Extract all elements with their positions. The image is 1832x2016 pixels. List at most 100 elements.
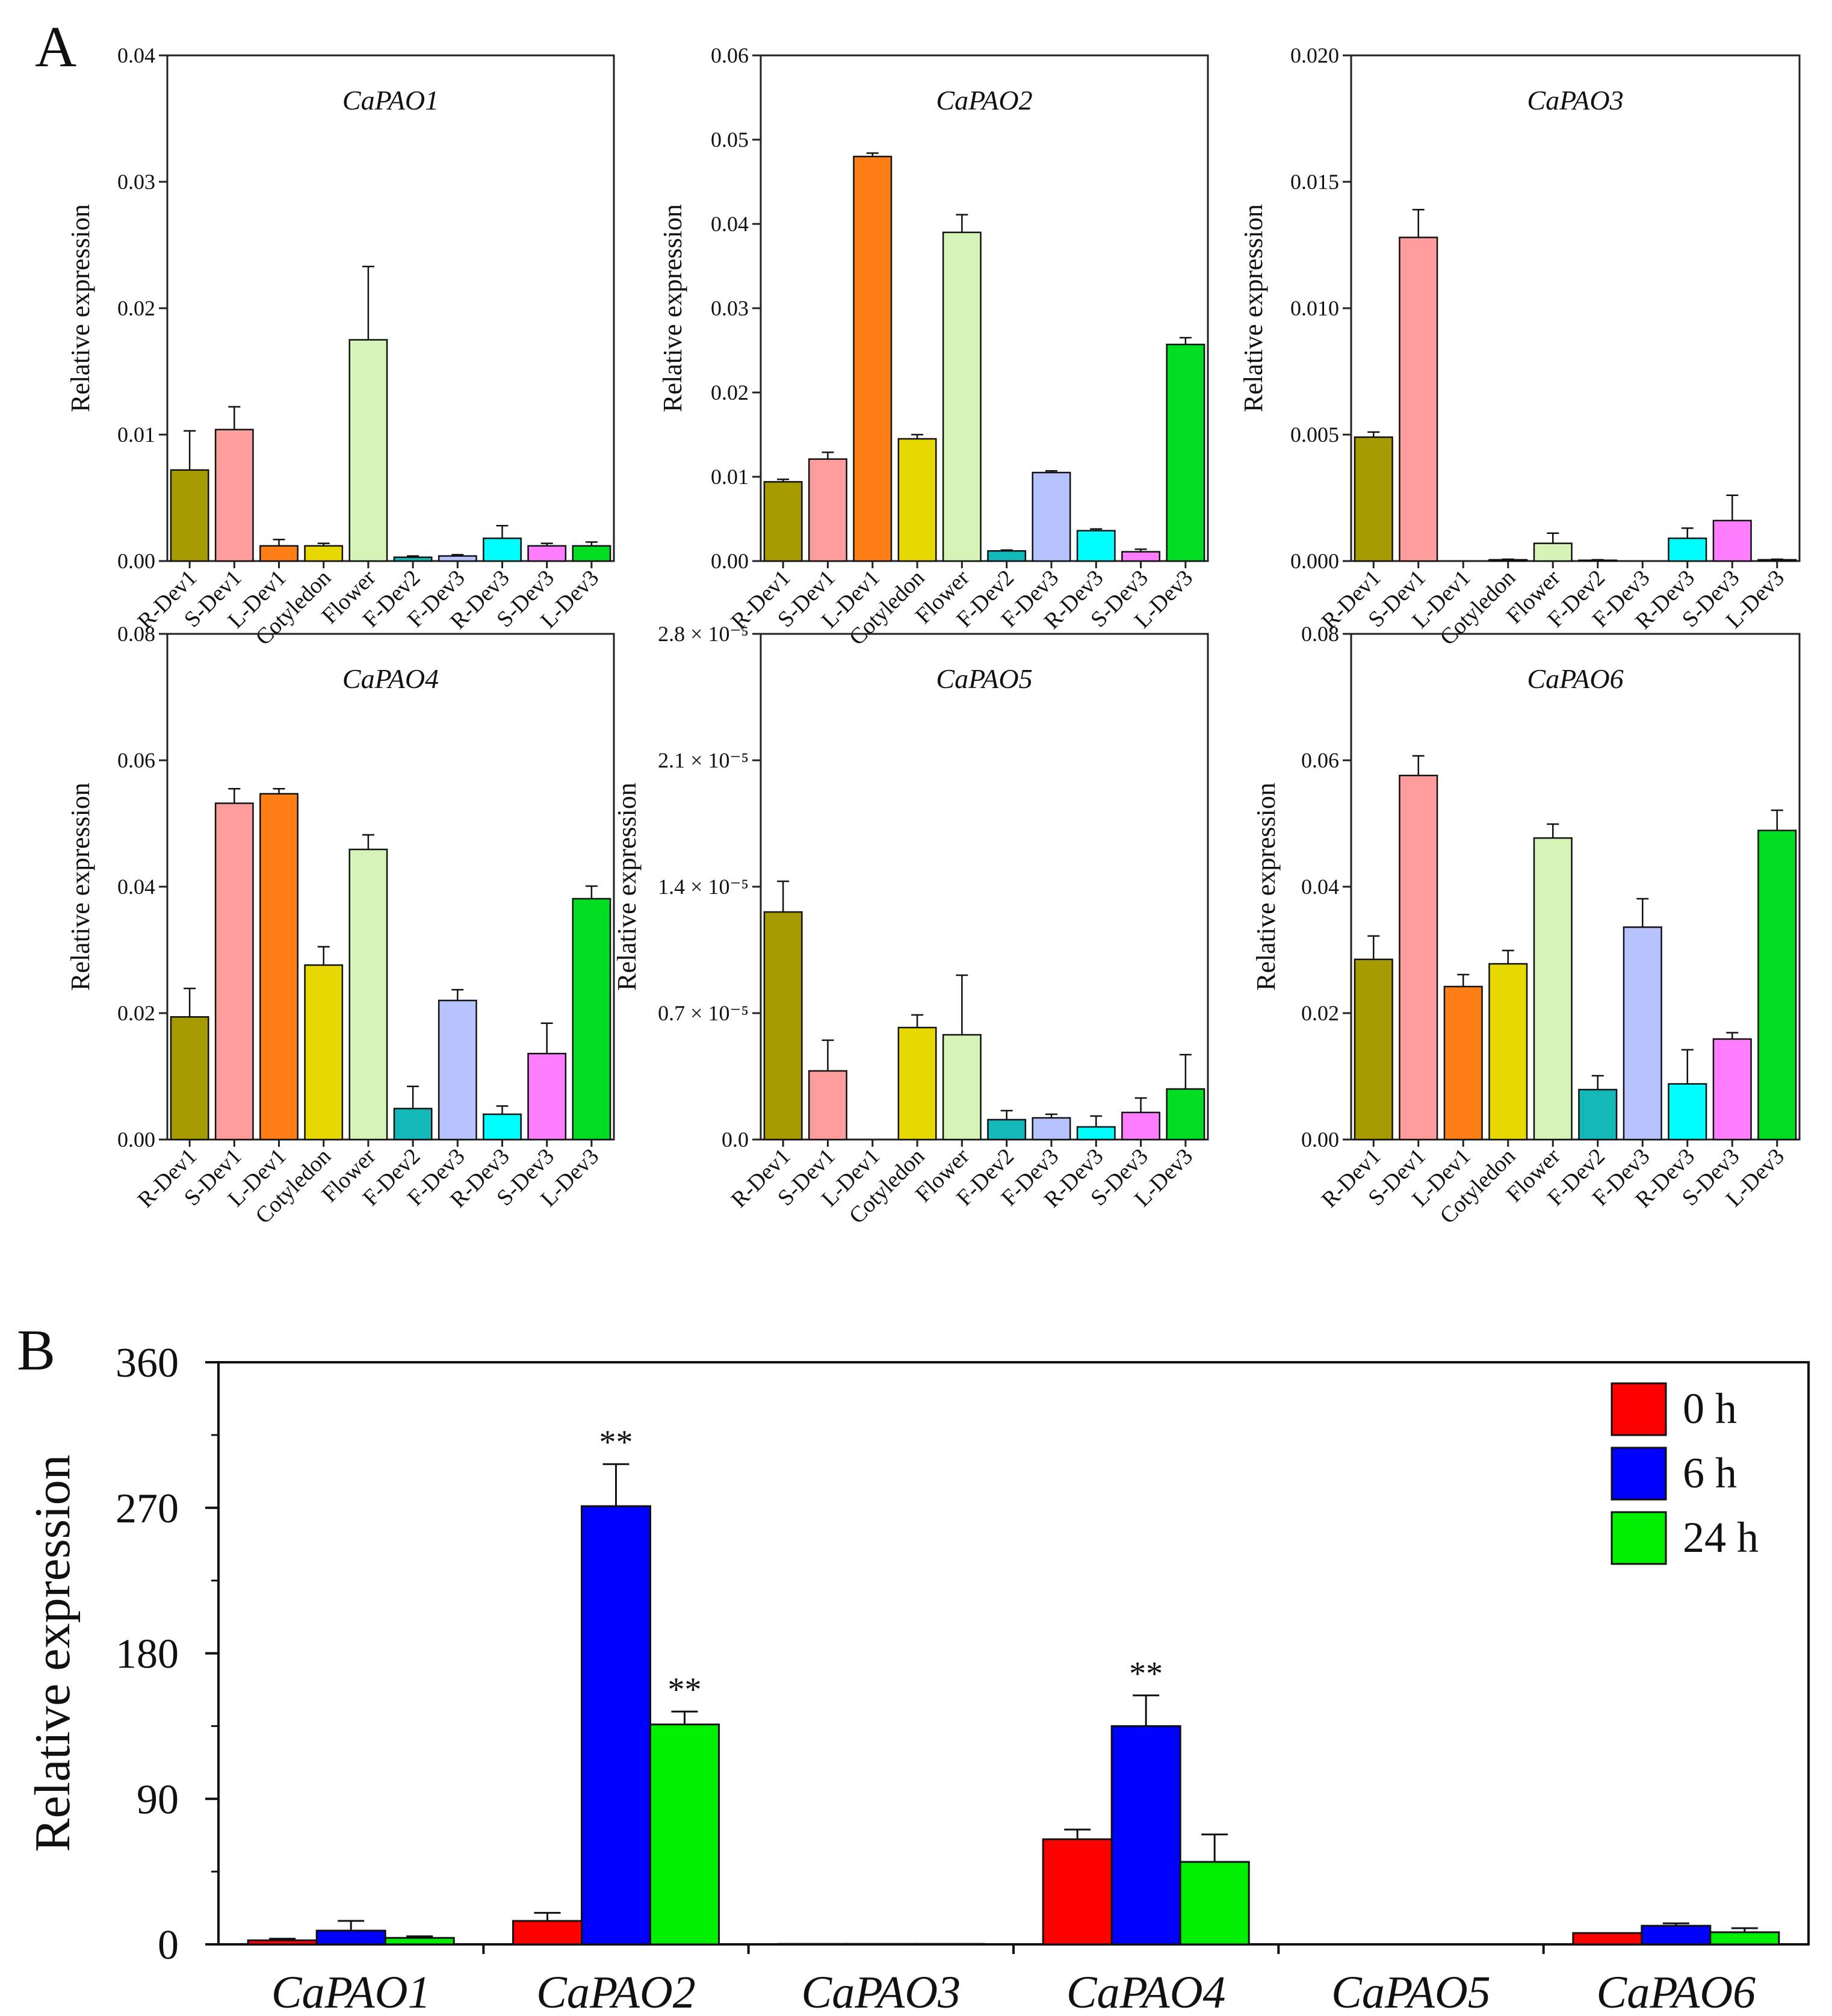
y-axis-label: Relative expression — [658, 204, 687, 412]
y-axis-label: Relative expression — [66, 783, 95, 991]
bar-S-Dev1 — [215, 430, 253, 561]
bar-F-Dev3 — [1624, 927, 1662, 1140]
bar-S-Dev1 — [809, 459, 846, 561]
y-tick-label: 0.005 — [1290, 423, 1339, 447]
y-tick-label: 360 — [116, 1340, 179, 1386]
y-tick-label: 0.06 — [117, 748, 155, 772]
y-tick-label: 0.015 — [1290, 170, 1339, 194]
bar-F-Dev3 — [1033, 473, 1070, 561]
bar-R-Dev1 — [171, 1017, 208, 1140]
legend-swatch — [1612, 1448, 1666, 1500]
y-axis-label: Relative expression — [66, 204, 95, 412]
y-tick-label: 0.06 — [1301, 748, 1339, 772]
bar-F-Dev3 — [1033, 1118, 1070, 1140]
y-tick-label: 0.0 — [722, 1127, 749, 1152]
y-tick-label: 0.08 — [1301, 622, 1339, 646]
bar-CaPAO1-0 h — [248, 1940, 317, 1944]
y-tick-label: 0.08 — [117, 622, 155, 646]
x-tick-label: CaPAO4 — [1066, 1967, 1226, 2013]
y-tick-label: 2.8 × 10⁻⁵ — [658, 622, 749, 646]
bar-CaPAO4-6 h — [1112, 1726, 1180, 1944]
panel-label-b: B — [17, 1318, 55, 1382]
bar-Cotyledon — [305, 546, 342, 561]
bar-R-Dev3 — [483, 1114, 521, 1140]
y-tick-label: 1.4 × 10⁻⁵ — [658, 875, 749, 899]
y-tick-label: 0.06 — [711, 43, 749, 67]
bar-S-Dev3 — [1122, 552, 1159, 561]
x-tick-label: CaPAO5 — [1331, 1967, 1491, 2013]
y-tick-label: 270 — [116, 1486, 179, 1532]
significance-marker: ** — [1129, 1655, 1163, 1692]
bar-R-Dev3 — [1668, 1084, 1706, 1140]
bar-S-Dev1 — [215, 803, 253, 1140]
bar-CaPAO2-0 h — [513, 1921, 582, 1944]
chart-title: CaPAO4 — [342, 663, 439, 694]
bar-CaPAO6-0 h — [1573, 1933, 1642, 1944]
bar-Flower — [943, 232, 980, 561]
bar-R-Dev1 — [764, 482, 802, 561]
y-tick-label: 0 — [158, 1922, 179, 1968]
chart-title: CaPAO5 — [936, 663, 1032, 694]
bar-S-Dev1 — [809, 1071, 846, 1140]
x-tick-label: CaPAO3 — [802, 1967, 961, 2013]
y-tick-label: 0.02 — [1301, 1001, 1339, 1025]
bar-CaPAO2-24 h — [651, 1725, 719, 1944]
y-tick-label: 0.000 — [1290, 549, 1339, 573]
y-axis-label: Relative expression — [25, 1454, 81, 1852]
bar-R-Dev1 — [1355, 437, 1393, 561]
bar-L-Dev3 — [573, 546, 610, 561]
bar-L-Dev1 — [260, 794, 297, 1140]
tissue-chart-CaPAO3: 0.0000.0050.0100.0150.020R-Dev1S-Dev1L-D… — [1239, 43, 1800, 650]
bar-L-Dev1 — [1444, 987, 1482, 1140]
bar-S-Dev3 — [1713, 521, 1751, 561]
legend-label: 24 h — [1683, 1513, 1759, 1562]
bar-F-Dev2 — [1579, 1090, 1617, 1140]
bar-CaPAO6-6 h — [1642, 1926, 1710, 1944]
bar-Cotyledon — [899, 439, 936, 561]
bar-S-Dev3 — [1122, 1112, 1159, 1140]
bar-Flower — [1534, 838, 1572, 1140]
bar-F-Dev2 — [988, 1120, 1025, 1140]
bar-F-Dev3 — [439, 1000, 476, 1140]
bar-S-Dev1 — [1399, 775, 1437, 1140]
bar-Cotyledon — [305, 965, 342, 1140]
x-tick-label: CaPAO1 — [271, 1967, 431, 2013]
chart-title: CaPAO1 — [342, 85, 439, 116]
y-tick-label: 0.00 — [117, 1127, 155, 1152]
chart-title: CaPAO2 — [936, 85, 1032, 116]
y-tick-label: 0.00 — [1301, 1127, 1339, 1152]
bar-CaPAO1-6 h — [317, 1931, 385, 1944]
chart-title: CaPAO3 — [1527, 85, 1623, 116]
y-tick-label: 0.010 — [1290, 296, 1339, 320]
y-tick-label: 0.04 — [117, 875, 155, 899]
bar-Flower — [350, 849, 387, 1140]
y-tick-label: 0.05 — [711, 128, 749, 152]
y-tick-label: 0.04 — [1301, 875, 1339, 899]
legend-label: 0 h — [1683, 1385, 1737, 1433]
significance-marker: ** — [599, 1424, 633, 1461]
y-tick-label: 0.04 — [711, 212, 749, 236]
legend-swatch — [1612, 1512, 1666, 1564]
y-tick-label: 0.04 — [117, 43, 155, 67]
y-tick-label: 0.020 — [1290, 43, 1339, 67]
tissue-chart-CaPAO1: 0.000.010.020.030.04R-Dev1S-Dev1L-Dev1Co… — [66, 43, 614, 650]
significance-marker: ** — [668, 1671, 702, 1708]
bar-R-Dev1 — [764, 912, 802, 1140]
y-tick-label: 0.03 — [711, 296, 749, 320]
y-axis-label: Relative expression — [1239, 204, 1268, 412]
bar-S-Dev3 — [528, 546, 566, 561]
tissue-chart-CaPAO5: 0.00.7 × 10⁻⁵1.4 × 10⁻⁵2.1 × 10⁻⁵2.8 × 1… — [612, 622, 1208, 1229]
bar-Flower — [350, 340, 387, 562]
x-tick-label: CaPAO6 — [1597, 1967, 1756, 2013]
bar-R-Dev3 — [1077, 1127, 1115, 1140]
bar-S-Dev3 — [528, 1053, 566, 1140]
y-axis-label: Relative expression — [1251, 783, 1281, 991]
legend-label: 6 h — [1683, 1449, 1737, 1497]
y-axis-label: Relative expression — [612, 783, 642, 991]
bar-L-Dev3 — [1167, 1089, 1204, 1140]
bar-R-Dev1 — [1355, 960, 1393, 1140]
bar-CaPAO2-6 h — [582, 1506, 651, 1944]
tissue-chart-CaPAO2: 0.000.010.020.030.040.050.06R-Dev1S-Dev1… — [658, 43, 1208, 650]
